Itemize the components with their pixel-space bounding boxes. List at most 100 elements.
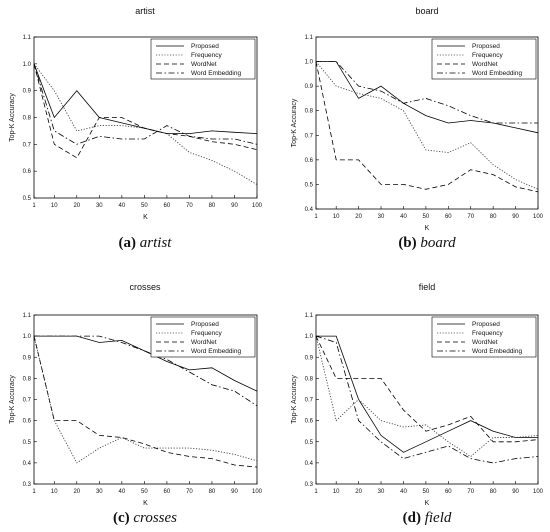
figure-caption: (d) field (403, 510, 452, 526)
series-line-wordnet (315, 61, 539, 193)
x-tick-label: 20 (73, 489, 80, 495)
x-tick-label: 90 (512, 489, 519, 495)
x-tick-label: 20 (355, 489, 362, 495)
y-tick-label: 0.6 (23, 419, 32, 425)
legend-label: WordNet (191, 339, 217, 346)
caption-letter: (a) (119, 235, 137, 251)
x-axis-label: K (143, 500, 148, 507)
y-tick-label: 0.7 (305, 133, 314, 139)
caption-word: artist (140, 235, 173, 251)
figure-caption: (c) crosses (113, 510, 177, 526)
legend-label: Word Embedding (472, 348, 522, 355)
y-tick-label: 0.7 (305, 398, 314, 404)
y-tick-label: 1.0 (23, 62, 32, 68)
legend-label: Proposed (472, 321, 500, 328)
y-tick-label: 0.6 (305, 419, 314, 425)
y-tick-label: 0.9 (305, 84, 314, 90)
caption-word: board (420, 235, 456, 251)
x-tick-label: 70 (186, 489, 193, 495)
x-tick-label: 30 (96, 203, 103, 209)
y-tick-label: 0.6 (305, 158, 314, 164)
y-tick-label: 1.0 (305, 60, 314, 66)
chart-title: artist (135, 6, 155, 16)
y-tick-label: 0.8 (305, 376, 314, 382)
y-tick-label: 1.1 (23, 313, 32, 319)
caption-letter: (c) (113, 510, 130, 526)
x-tick-label: 10 (51, 203, 58, 209)
y-tick-label: 1.0 (23, 334, 32, 340)
legend-label: WordNet (191, 61, 217, 68)
x-axis-label: K (143, 214, 148, 221)
y-tick-label: 0.4 (23, 461, 32, 467)
x-tick-label: 20 (355, 214, 362, 220)
series-line-word-embedding (34, 335, 258, 407)
legend-label: Proposed (191, 321, 219, 328)
x-tick-label: 90 (231, 489, 238, 495)
y-axis-label: Top-K Accuracy (9, 375, 16, 424)
legend-label: Word Embedding (191, 348, 241, 355)
caption-letter: (d) (403, 510, 421, 526)
x-tick-label: 50 (423, 489, 430, 495)
x-tick-label: 100 (252, 489, 263, 495)
y-tick-label: 0.4 (305, 461, 314, 467)
x-tick-label: 80 (490, 214, 497, 220)
x-tick-label: 40 (119, 489, 126, 495)
x-tick-label: 60 (164, 489, 171, 495)
y-tick-label: 0.9 (23, 89, 32, 95)
y-tick-label: 0.5 (23, 196, 32, 202)
y-axis-label: Top-K Accuracy (291, 98, 298, 147)
x-tick-label: 1 (32, 203, 36, 209)
y-axis-label: Top-K Accuracy (291, 375, 298, 424)
x-tick-label: 60 (445, 214, 452, 220)
chart-panel-artist: artist 0.5 0.6 0.7 0.8 0.9 1.0 1.1 1 10 20 30 40 50 60… (9, 6, 263, 251)
legend: Proposed Frequency WordNet Word Embedding (431, 316, 537, 358)
y-tick-label: 0.5 (305, 440, 314, 446)
y-tick-label: 1.0 (305, 334, 314, 340)
x-tick-label: 100 (252, 203, 263, 209)
x-tick-label: 30 (378, 214, 385, 220)
legend-label: Proposed (191, 43, 219, 50)
legend-label: Frequency (472, 52, 503, 59)
y-tick-label: 0.5 (23, 440, 32, 446)
y-tick-label: 0.5 (305, 182, 314, 188)
legend-label: WordNet (472, 61, 498, 68)
x-tick-label: 10 (333, 489, 340, 495)
caption-letter: (b) (398, 235, 416, 251)
y-tick-label: 0.8 (23, 376, 32, 382)
figure-caption: (a) artist (119, 235, 173, 251)
series-line-word-embedding (33, 63, 258, 145)
figure-caption: (b) board (398, 235, 456, 251)
x-tick-label: 50 (423, 214, 430, 220)
chart-title: field (419, 282, 436, 292)
chart-panel-board: board 0.4 0.5 0.6 0.7 0.8 0.9 1.0 1.1 1 10 20 30 40 50… (291, 6, 544, 251)
legend-label: Frequency (191, 330, 222, 337)
x-tick-label: 70 (467, 214, 474, 220)
x-tick-label: 40 (400, 489, 407, 495)
x-tick-label: 50 (141, 203, 148, 209)
x-tick-label: 80 (490, 489, 497, 495)
series-line-word-embedding (315, 335, 539, 464)
y-tick-label: 0.4 (305, 207, 314, 213)
x-tick-label: 100 (533, 214, 544, 220)
y-tick-label: 0.8 (305, 109, 314, 115)
caption-word: crosses (133, 510, 177, 526)
x-tick-label: 1 (314, 489, 318, 495)
series-line-frequency (315, 61, 539, 190)
legend: Proposed Frequency WordNet Word Embedding (150, 38, 256, 80)
x-axis-label: K (425, 225, 430, 232)
legend-label: Proposed (472, 43, 500, 50)
y-tick-label: 0.7 (23, 398, 32, 404)
series-line-proposed (316, 335, 538, 453)
x-tick-label: 60 (164, 203, 171, 209)
x-tick-label: 1 (32, 489, 36, 495)
y-axis-label: Top-K Accuracy (9, 93, 16, 142)
series-line-wordnet (315, 335, 539, 443)
series-line-wordnet (33, 336, 258, 468)
legend-label: Frequency (472, 330, 503, 337)
x-tick-label: 70 (186, 203, 193, 209)
y-tick-label: 0.6 (23, 169, 32, 175)
x-axis-label: K (425, 500, 430, 507)
x-tick-label: 30 (96, 489, 103, 495)
x-tick-label: 70 (467, 489, 474, 495)
